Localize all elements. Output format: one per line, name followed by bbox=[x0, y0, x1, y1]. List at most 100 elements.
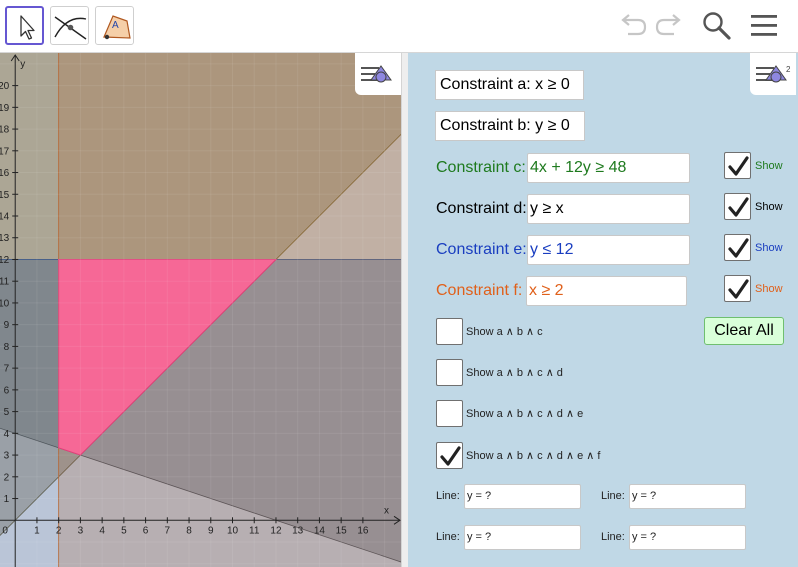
x-tick-label: 12 bbox=[270, 525, 282, 536]
x-tick-label: 8 bbox=[186, 525, 192, 536]
view-divider[interactable] bbox=[401, 53, 408, 567]
constraint-panel: 2 Constraint a: x ≥ 0 Constraint b: y ≥ … bbox=[408, 53, 798, 567]
x-tick-label: 16 bbox=[357, 525, 369, 536]
x-axis-label: x bbox=[384, 505, 389, 516]
show-constraint-d-label: Show bbox=[755, 201, 783, 213]
checkmark-icon bbox=[440, 446, 461, 466]
x-tick-label: 13 bbox=[292, 525, 304, 536]
y-tick-label: 11 bbox=[0, 277, 10, 288]
style-bar-icon bbox=[361, 65, 392, 83]
x-tick-label: 5 bbox=[121, 525, 127, 536]
x-tick-label: 6 bbox=[143, 525, 149, 536]
move-tool-button[interactable] bbox=[5, 6, 44, 45]
menu-icon[interactable] bbox=[749, 10, 779, 42]
constraint-b-text: Constraint b: y ≥ 0 bbox=[435, 111, 585, 141]
y-tick-label: 9 bbox=[4, 320, 10, 331]
line-1-input[interactable]: y = ? bbox=[464, 484, 581, 509]
y-tick-label: 4 bbox=[4, 429, 10, 440]
line-3-input[interactable]: y = ? bbox=[464, 525, 581, 550]
show-constraint-c-label: Show bbox=[755, 160, 783, 172]
intersect-tool-button[interactable] bbox=[50, 6, 89, 45]
panel-style-bar-button[interactable]: 2 bbox=[750, 53, 796, 95]
constraint-e-input[interactable]: y ≤ 12 bbox=[527, 235, 690, 265]
constraint-d-label: Constraint d: bbox=[436, 200, 527, 217]
x-tick-label: 15 bbox=[336, 525, 348, 536]
constraint-c-input[interactable]: 4x + 12y ≥ 48 bbox=[527, 153, 690, 183]
show-constraint-d-checkbox[interactable] bbox=[724, 193, 751, 220]
y-tick-label: 14 bbox=[0, 212, 10, 223]
show-combo-2-label: Show a ∧ b ∧ c ∧ d bbox=[466, 367, 563, 379]
constraint-a-text: Constraint a: x ≥ 0 bbox=[435, 70, 584, 100]
y-tick-label: 19 bbox=[0, 103, 10, 114]
checkmark-icon bbox=[728, 197, 749, 217]
y-tick-label: 8 bbox=[4, 342, 10, 353]
y-tick-label: 18 bbox=[0, 125, 10, 136]
y-axis-label: y bbox=[20, 59, 25, 70]
y-tick-label: 16 bbox=[0, 168, 10, 179]
x-tick-label: 7 bbox=[165, 525, 171, 536]
line-3-label: Line: bbox=[436, 531, 460, 543]
y-tick-label: 12 bbox=[0, 255, 10, 266]
style-bar-icon: 2 bbox=[756, 65, 791, 83]
redo-icon[interactable] bbox=[654, 10, 684, 42]
constraint-f-label: Constraint f: bbox=[436, 282, 523, 299]
graphics-style-bar-button[interactable] bbox=[355, 53, 401, 95]
x-tick-label: 4 bbox=[99, 525, 105, 536]
polygon-icon: A bbox=[103, 15, 131, 40]
undo-icon[interactable] bbox=[618, 10, 648, 42]
y-tick-label: 3 bbox=[4, 451, 10, 462]
y-tick-label: 13 bbox=[0, 233, 10, 244]
x-axis-arrow bbox=[393, 515, 401, 525]
y-tick-label: 7 bbox=[4, 364, 10, 375]
show-combo-4-checkbox[interactable] bbox=[436, 442, 463, 469]
show-constraint-c-checkbox[interactable] bbox=[724, 152, 751, 179]
polygon-letter: A bbox=[112, 20, 119, 31]
y-tick-label: 17 bbox=[0, 146, 10, 157]
polygon-tool-button[interactable]: A bbox=[95, 6, 134, 45]
line-2-input[interactable]: y = ? bbox=[629, 484, 746, 509]
constraint-f-input[interactable]: x ≥ 2 bbox=[526, 276, 687, 306]
line-4-input[interactable]: y = ? bbox=[629, 525, 746, 550]
show-combo-4-label: Show a ∧ b ∧ c ∧ d ∧ e ∧ f bbox=[466, 450, 601, 462]
region-f bbox=[58, 53, 402, 567]
toolbar: A bbox=[0, 0, 798, 53]
svg-text:2: 2 bbox=[786, 65, 791, 74]
show-constraint-f-checkbox[interactable] bbox=[724, 275, 751, 302]
checkmark-icon bbox=[728, 156, 749, 176]
show-constraint-e-label: Show bbox=[755, 242, 783, 254]
x-tick-label: 11 bbox=[249, 525, 260, 536]
y-tick-label: 5 bbox=[4, 407, 10, 418]
show-combo-3-checkbox[interactable] bbox=[436, 400, 463, 427]
y-tick-label: 20 bbox=[0, 81, 10, 92]
show-constraint-f-label: Show bbox=[755, 283, 783, 295]
checkmark-icon bbox=[728, 279, 749, 299]
y-tick-label: 1 bbox=[4, 494, 10, 505]
constraint-e-label: Constraint e: bbox=[436, 241, 527, 258]
y-tick-label: 15 bbox=[0, 190, 10, 201]
x-tick-label: 9 bbox=[208, 525, 214, 536]
arrow-pointer-icon bbox=[20, 15, 35, 40]
clear-all-button[interactable]: Clear All bbox=[704, 317, 784, 345]
x-tick-label: 2 bbox=[56, 525, 62, 536]
search-icon[interactable] bbox=[701, 10, 733, 42]
x-tick-label: 10 bbox=[227, 525, 239, 536]
constraint-c-label: Constraint c: bbox=[436, 159, 526, 176]
show-combo-2-checkbox[interactable] bbox=[436, 359, 463, 386]
line-2-label: Line: bbox=[601, 490, 625, 502]
y-tick-label: 10 bbox=[0, 298, 10, 309]
line-1-label: Line: bbox=[436, 490, 460, 502]
show-constraint-e-checkbox[interactable] bbox=[724, 234, 751, 261]
x-tick-label: 3 bbox=[78, 525, 84, 536]
x-tick-label: 14 bbox=[314, 525, 326, 536]
checkmark-icon bbox=[728, 238, 749, 258]
x-tick-label: 1 bbox=[34, 525, 40, 536]
constraint-d-input[interactable]: y ≥ x bbox=[527, 194, 690, 224]
y-tick-label: 2 bbox=[4, 472, 10, 483]
y-tick-label: 6 bbox=[4, 385, 10, 396]
graph-canvas[interactable]: xy 0 1 2 3 4 5 6 7 8 9 10 11 12 13 14 15 161234567891011… bbox=[0, 53, 402, 567]
x-tick-label: 0 bbox=[2, 525, 8, 536]
y-axis-arrow bbox=[10, 54, 20, 62]
line-4-label: Line: bbox=[601, 531, 625, 543]
show-combo-1-checkbox[interactable] bbox=[436, 318, 463, 345]
